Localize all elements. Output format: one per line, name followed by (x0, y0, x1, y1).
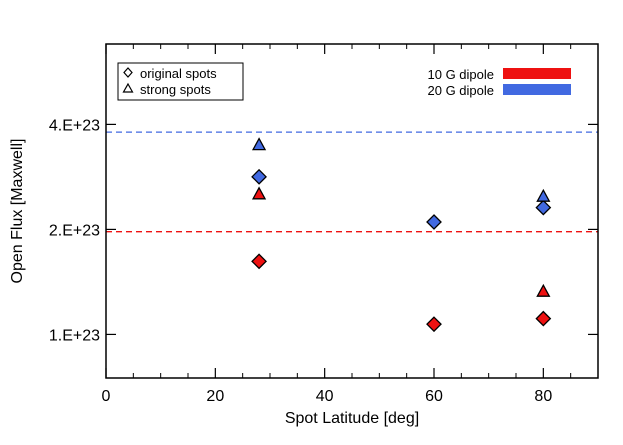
legend-10g-dipole: 10 G dipole (428, 67, 495, 82)
legend-diamond-icon (123, 67, 133, 78)
legend-20g-swatch (503, 84, 571, 95)
y-tick-label: 2.E+23 (49, 222, 100, 239)
data-markers (251, 137, 552, 333)
triangle-marker (251, 186, 267, 200)
legend-20g-dipole: 20 G dipole (428, 83, 495, 98)
legend-10g-swatch (503, 68, 571, 79)
x-tick-label: 20 (206, 388, 224, 405)
x-tick-label: 40 (316, 388, 334, 405)
diamond-marker (535, 199, 552, 216)
axis-ticks: 0 20 40 60 80 1.E+23 2.E+23 4.E+23 (49, 44, 599, 405)
legend-strong-spots: strong spots (140, 82, 211, 97)
x-tick-label: 80 (534, 388, 552, 405)
diamond-marker (535, 310, 552, 327)
diamond-marker (426, 316, 442, 333)
x-tick-label: 60 (425, 388, 443, 405)
y-tick-label: 4.E+23 (49, 117, 100, 134)
triangle-marker (536, 188, 551, 202)
diamond-marker (251, 168, 267, 185)
diamond-marker (251, 253, 267, 270)
legend-triangle-icon (122, 82, 134, 93)
y-axis-label: Open Flux [Maxwell] (9, 139, 26, 284)
legend-markers-frame (117, 62, 244, 101)
legend-markers: original spots strong spots (117, 62, 244, 101)
x-axis-label: Spot Latitude [deg] (285, 410, 419, 427)
legend-lines: 10 G dipole 20 G dipole (428, 67, 571, 98)
y-tick-label: 1.E+23 (49, 327, 100, 344)
diamond-marker (426, 214, 442, 230)
x-tick-label: 0 (102, 388, 111, 405)
reference-lines (106, 131, 598, 233)
legend-original-spots: original spots (140, 66, 217, 81)
triangle-marker (251, 137, 267, 151)
triangle-marker (536, 283, 551, 297)
